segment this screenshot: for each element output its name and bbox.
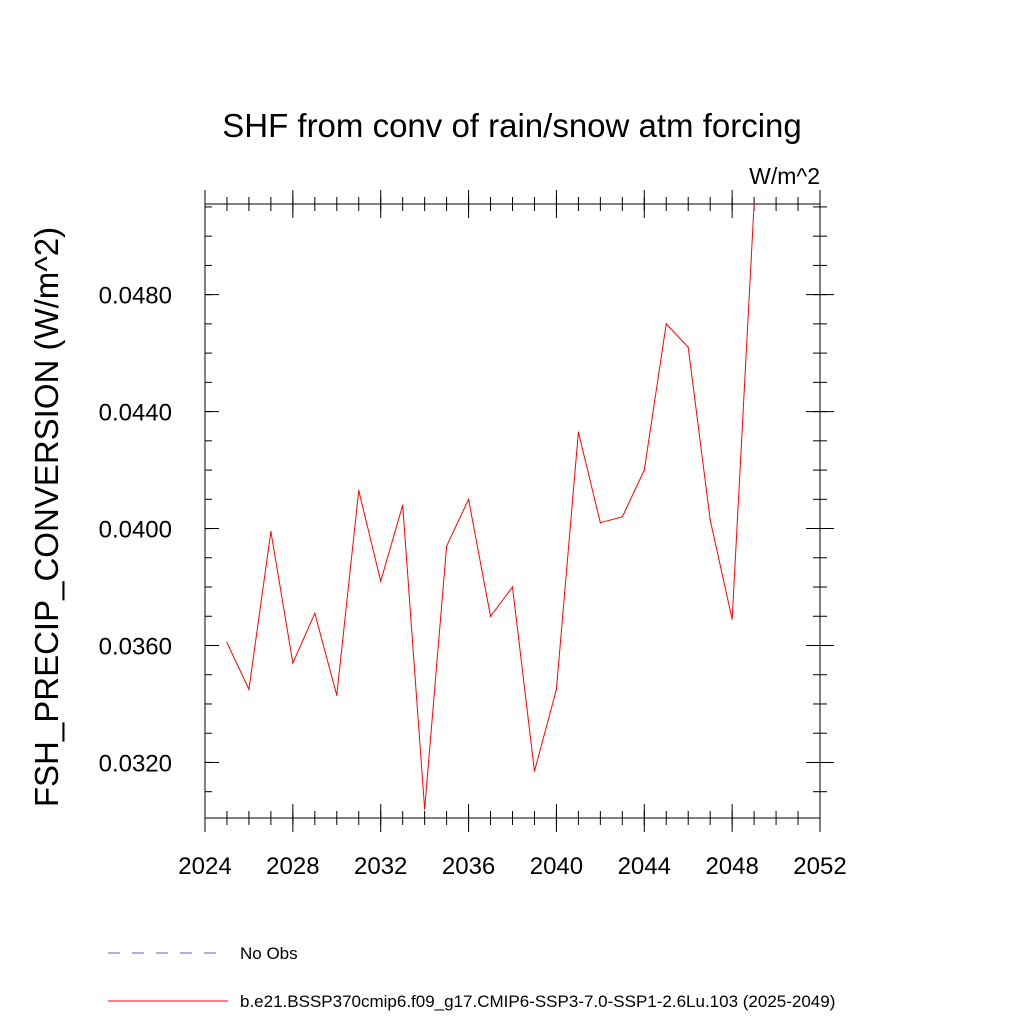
x-tick-label: 2032	[354, 853, 407, 880]
data-point	[511, 586, 514, 588]
data-point	[731, 618, 733, 620]
x-tick-label: 2044	[618, 853, 671, 880]
data-point	[314, 612, 316, 614]
data-point	[533, 770, 536, 772]
y-tick-labels: 0.0320 0.0360 0.0400 0.0440 0.0480	[99, 283, 172, 778]
y-tick-label: 0.0400	[99, 517, 172, 544]
data-point	[402, 504, 404, 506]
data-point	[753, 203, 755, 205]
data-point	[292, 662, 294, 664]
x-tick-label: 2036	[442, 853, 495, 880]
y-tick-label: 0.0480	[99, 283, 172, 310]
data-point	[336, 694, 338, 696]
x-tick-label: 2024	[178, 853, 231, 880]
series-line	[226, 203, 755, 810]
axis-ticks	[204, 190, 834, 832]
plot-frame	[204, 203, 821, 819]
data-point	[621, 516, 623, 518]
plot-area	[204, 190, 834, 832]
y-tick-label: 0.0440	[99, 400, 172, 427]
legend: No Obs b.e21.BSSP370cmip6.f09_g17.CMIP6-…	[108, 944, 835, 1011]
data-point	[687, 346, 689, 348]
data-point	[248, 688, 250, 690]
data-point	[643, 469, 645, 471]
data-point	[358, 489, 360, 492]
chart-title: SHF from conv of rain/snow atm forcing	[222, 107, 802, 144]
legend-label-model-run: b.e21.BSSP370cmip6.f09_g17.CMIP6-SSP3-7.…	[240, 992, 835, 1011]
data-point	[380, 580, 382, 582]
y-tick-label: 0.0360	[99, 633, 172, 660]
data-point	[270, 530, 272, 533]
data-point	[467, 498, 470, 500]
data-point	[489, 615, 492, 617]
data-point	[709, 519, 711, 521]
data-point	[555, 688, 558, 690]
x-tick-label: 2028	[266, 853, 319, 880]
data-point	[577, 431, 579, 433]
data-point	[599, 522, 601, 524]
y-axis-label: FSH_PRECIP_CONVERSION (W/m^2)	[28, 227, 65, 807]
y-tick-label: 0.0320	[99, 750, 172, 777]
x-tick-labels: 2024 2028 2032 2036 2040 2044 2048 2052	[178, 853, 846, 880]
series-layer	[226, 203, 755, 810]
legend-label-no-obs: No Obs	[240, 944, 298, 963]
x-tick-label: 2040	[530, 853, 583, 880]
data-point	[424, 808, 426, 810]
units-label: W/m^2	[749, 163, 820, 189]
data-point	[446, 545, 448, 547]
data-point	[226, 641, 228, 644]
data-point	[665, 323, 667, 325]
x-tick-label: 2048	[705, 853, 758, 880]
x-tick-label: 2052	[793, 853, 846, 880]
